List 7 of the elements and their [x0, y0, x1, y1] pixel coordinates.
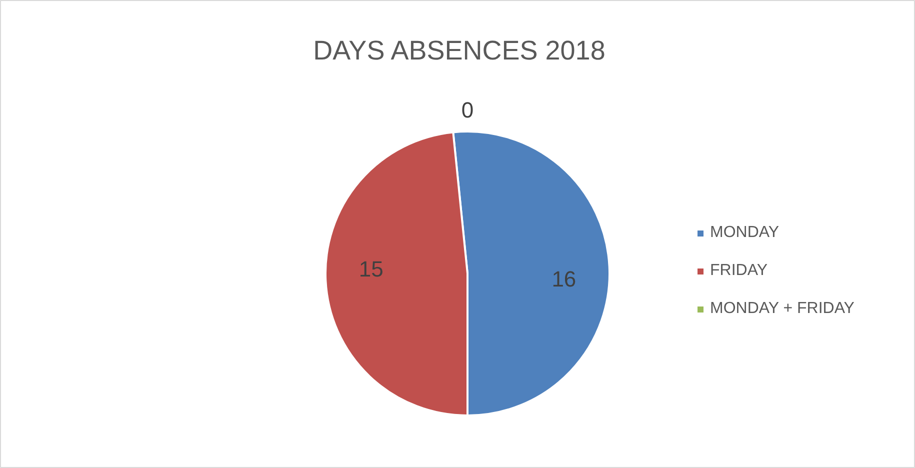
legend-label: FRIDAY: [710, 262, 768, 280]
legend-label: MONDAY: [710, 224, 780, 242]
chart-title: DAYS ABSENCES 2018: [313, 36, 606, 66]
data-label: 15: [358, 256, 384, 282]
data-label: 16: [552, 266, 576, 292]
legend-label: MONDAY + FRIDAY: [710, 300, 854, 318]
text: 0: [461, 98, 474, 122]
